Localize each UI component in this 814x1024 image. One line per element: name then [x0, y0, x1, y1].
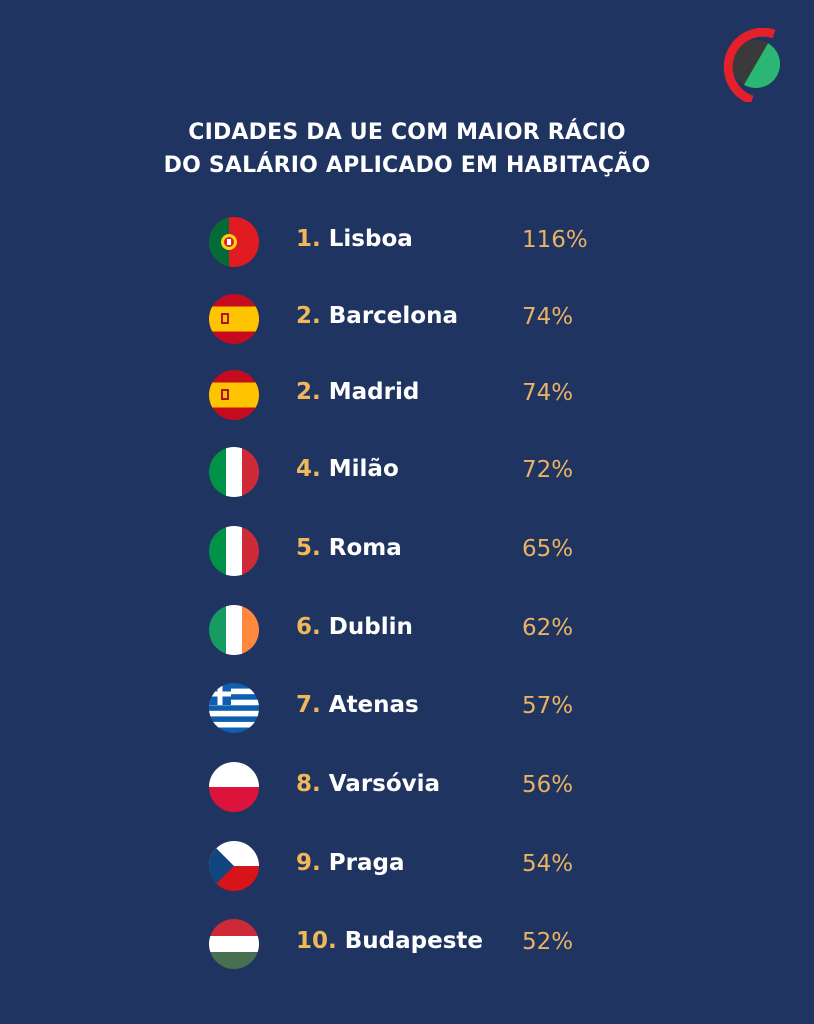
city-name: Budapeste: [344, 928, 484, 954]
list-item: 2. Madrid 74%: [0, 370, 814, 422]
list-item: 10. Budapeste 52%: [0, 919, 814, 971]
percentage-value: 52%: [522, 929, 574, 955]
list-item: 8. Varsóvia 56%: [0, 762, 814, 814]
city-name: Praga: [328, 850, 405, 876]
greece-flag-icon: [209, 683, 259, 733]
title-line-1: CIDADES DA UE COM MAIOR RÁCIO: [188, 120, 626, 145]
percentage-value: 65%: [522, 536, 574, 562]
rank-label: 1. Lisboa: [296, 226, 413, 252]
list-item: 6. Dublin 62%: [0, 605, 814, 657]
city-name: Milão: [328, 456, 399, 482]
percentage-value: 62%: [522, 615, 574, 641]
italy-flag-icon: [209, 526, 259, 576]
city-name: Barcelona: [328, 303, 458, 329]
rank-label: 2. Barcelona: [296, 303, 458, 329]
rank-label: 5. Roma: [296, 535, 402, 561]
rank-label: 4. Milão: [296, 456, 399, 482]
city-name: Dublin: [328, 614, 413, 640]
city-name: Atenas: [328, 692, 419, 718]
rank-label: 2. Madrid: [296, 379, 420, 405]
italy-flag-icon: [209, 447, 259, 497]
list-item: 9. Praga 54%: [0, 841, 814, 893]
hungary-flag-icon: [209, 919, 259, 969]
title-line-2: DO SALÁRIO APLICADO EM HABITAÇÃO: [163, 153, 651, 178]
percentage-value: 57%: [522, 693, 574, 719]
rank-label: 8. Varsóvia: [296, 771, 441, 797]
list-item: 4. Milão 72%: [0, 447, 814, 499]
city-name: Lisboa: [328, 226, 413, 252]
percentage-value: 116%: [522, 227, 588, 253]
percentage-value: 74%: [522, 304, 574, 330]
spain-flag-icon: [209, 294, 259, 344]
list-item: 2. Barcelona 74%: [0, 294, 814, 346]
percentage-value: 54%: [522, 851, 574, 877]
portugal-flag-icon: [209, 217, 259, 267]
city-name: Roma: [328, 535, 402, 561]
rank-label: 6. Dublin: [296, 614, 413, 640]
brand-logo-icon: [722, 27, 786, 105]
czechia-flag-icon: [209, 841, 259, 891]
percentage-value: 74%: [522, 380, 574, 406]
rank-label: 7. Atenas: [296, 692, 419, 718]
page-title: CIDADES DA UE COM MAIOR RÁCIO DO SALÁRIO…: [0, 116, 814, 182]
list-item: 5. Roma 65%: [0, 526, 814, 578]
city-name: Varsóvia: [328, 771, 441, 797]
rank-label: 10. Budapeste: [296, 928, 484, 954]
spain-flag-icon: [209, 370, 259, 420]
ireland-flag-icon: [209, 605, 259, 655]
percentage-value: 72%: [522, 457, 574, 483]
percentage-value: 56%: [522, 772, 574, 798]
poland-flag-icon: [209, 762, 259, 812]
list-item: 7. Atenas 57%: [0, 683, 814, 735]
list-item: 1. Lisboa 116%: [0, 217, 814, 269]
city-name: Madrid: [328, 379, 420, 405]
rank-label: 9. Praga: [296, 850, 405, 876]
